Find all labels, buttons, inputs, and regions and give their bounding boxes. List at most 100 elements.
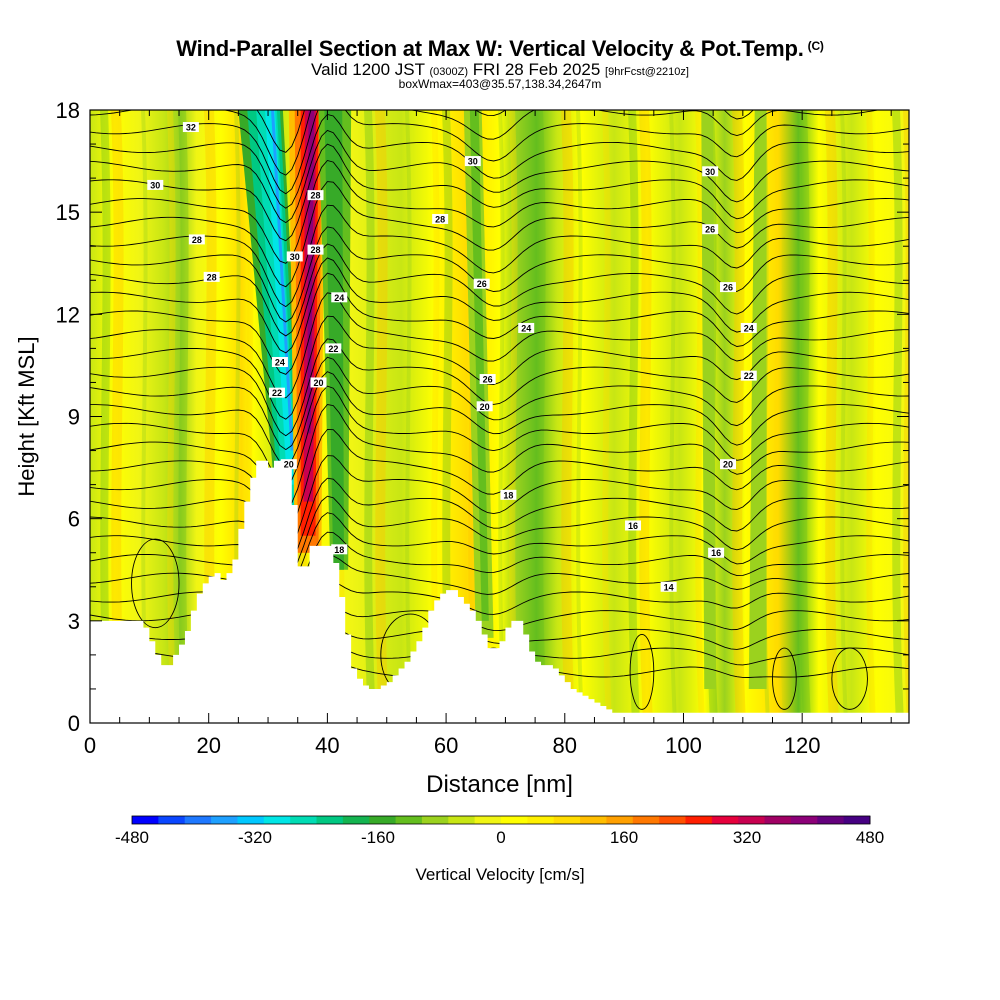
contour-label: 32 [186, 123, 196, 133]
colorbar-swatch [237, 816, 265, 824]
wave-plume [238, 110, 767, 689]
theta-contour-line [90, 159, 909, 264]
contour-label-bg [702, 166, 719, 177]
colorbar-swatch [211, 816, 238, 824]
contour-label: 28 [311, 191, 321, 201]
field-streak [669, 110, 677, 723]
colorbar-swatch [184, 816, 212, 824]
contour-label: 24 [275, 358, 285, 368]
colorbar-swatch [527, 816, 555, 824]
contour-label: 26 [483, 375, 493, 385]
contour-label: 18 [334, 545, 344, 555]
colorbar-swatch [738, 816, 766, 824]
y-axis-label: Height [Kft MSL] [14, 336, 39, 496]
contour-label: 14 [664, 582, 674, 592]
theta-contour-line [90, 404, 909, 510]
contour-label-bg [188, 234, 205, 245]
contour-label: 28 [435, 214, 445, 224]
contour-label: 26 [705, 225, 715, 235]
field-streak [628, 110, 640, 723]
contour-label: 30 [150, 180, 160, 190]
theta-contour-line [90, 512, 909, 592]
colorbar-swatch [421, 816, 449, 824]
field-streak [602, 110, 612, 723]
colorbar-swatch [342, 816, 370, 824]
x-axis-label: Distance [nm] [426, 771, 573, 798]
colorbar-tick-label: 160 [610, 828, 638, 847]
contour-label-bg [518, 322, 535, 333]
low-contour-loop [629, 634, 655, 710]
colorbar-swatch [395, 816, 423, 824]
colorbar-swatch [501, 816, 528, 824]
contour-label-bg [473, 278, 490, 289]
theta-contour-line [90, 243, 909, 337]
colorbar-swatch [711, 816, 739, 824]
field-streak [561, 110, 575, 723]
contour-label: 24 [334, 293, 344, 303]
theta-contour-line [90, 292, 909, 399]
contour-label: 16 [628, 521, 638, 531]
contour-label: 16 [711, 548, 721, 558]
contour-label-bg [500, 489, 517, 500]
contour-label: 20 [284, 460, 294, 470]
colorbar-swatch [817, 816, 845, 824]
field-streak [840, 110, 848, 723]
contour-label: 30 [468, 157, 478, 167]
plot-area: 32 30 28 28 30 28 28 24 24 22 22 20 20 18 30 28 26 24 26 20… [90, 110, 909, 723]
theta-contour-line [90, 455, 909, 550]
x-tick-label: 100 [665, 733, 702, 758]
theta-contour-line [90, 272, 909, 375]
lee-band [324, 110, 345, 570]
theta-contour-line [90, 495, 909, 578]
chart-header: Wind-Parallel Section at Max W: Vertical… [0, 0, 1000, 100]
downdraft-peak [271, 110, 294, 451]
y-tick-label: 12 [56, 302, 80, 327]
theta-contour-line [90, 477, 909, 565]
field-streak [732, 110, 746, 723]
field-streak [695, 110, 705, 723]
theta-contour-line [256, 110, 754, 153]
colorbar-swatch [263, 816, 291, 824]
contour-label-bg [432, 213, 449, 224]
colorbar-label: Vertical Velocity [cm/s] [415, 865, 584, 884]
colorbar-swatch [369, 816, 397, 824]
contour-label-bg [740, 370, 757, 381]
colorbar-swatch [659, 816, 686, 824]
theta-contour-line [90, 338, 909, 437]
field-streak [498, 110, 506, 723]
contour-label-bg [479, 374, 496, 385]
contour-label: 28 [207, 272, 217, 282]
valid-utc: (0300Z) [429, 66, 468, 78]
theta-contour-line [90, 204, 909, 308]
theta-contour-line [90, 428, 909, 532]
colorbar-tick-label: 0 [496, 828, 505, 847]
y-tick-label: 9 [68, 405, 80, 430]
contour-label: 20 [480, 402, 490, 412]
secondary-band [701, 110, 717, 689]
colorbar-swatch [448, 816, 476, 824]
field-streak [799, 110, 811, 723]
title-text: Wind-Parallel Section at Max W: Vertical… [176, 36, 804, 61]
y-tick-label: 3 [68, 609, 80, 634]
colorbar-tick-label: -480 [115, 828, 149, 847]
contour-label-bg [307, 244, 324, 255]
theta-contour-line [90, 356, 909, 451]
low-contour-loop [772, 647, 797, 710]
contour-label: 20 [313, 378, 323, 388]
contour-label-bg [325, 343, 342, 354]
theta-contour-line [90, 385, 909, 487]
y-tick-label: 0 [68, 711, 80, 736]
contour-label-bg [464, 156, 481, 167]
contour-label: 22 [272, 388, 282, 398]
contour-label: 24 [744, 323, 754, 333]
colorbar-swatch [632, 816, 660, 824]
colorbar-swatch [290, 816, 317, 824]
contour-label: 20 [723, 460, 733, 470]
contour-label-bg [310, 377, 327, 388]
contour-label-bg [708, 547, 725, 558]
x-tick-label: 40 [315, 733, 339, 758]
field-streak [773, 110, 783, 723]
low-contour-loop [831, 647, 868, 710]
box-info: boxWmax=403@35.57,138.34,2647m [398, 77, 602, 91]
